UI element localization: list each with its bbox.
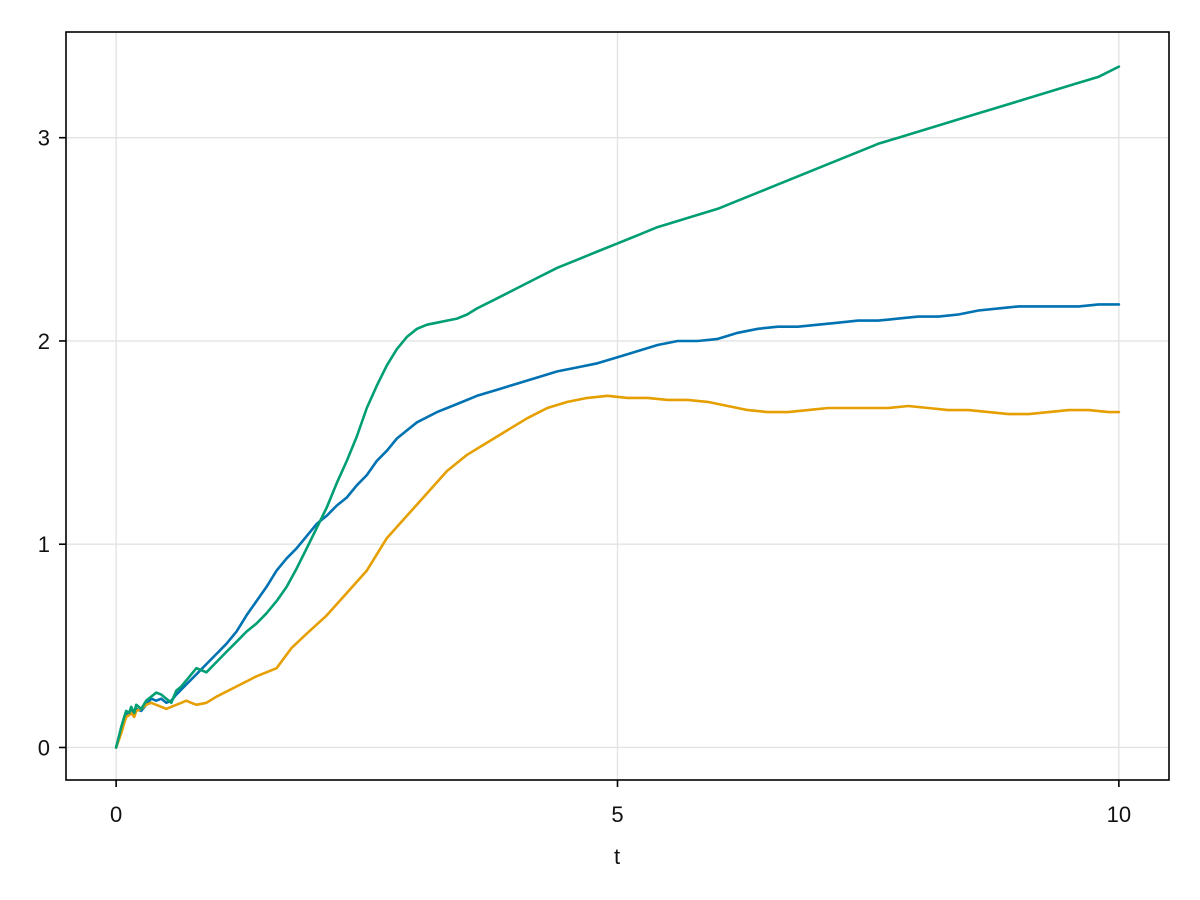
series-line-2: [114, 394, 1121, 749]
y-axis: 0 1 2 3: [38, 126, 66, 760]
x-tick-label: 10: [1107, 802, 1131, 827]
x-axis-label: t: [614, 844, 620, 869]
series-layer: [114, 65, 1121, 749]
x-tick-label: 5: [611, 802, 623, 827]
grid: [66, 32, 1169, 780]
x-tick-label: 0: [110, 802, 122, 827]
y-tick-label: 0: [38, 735, 50, 760]
series-line-1: [114, 303, 1121, 749]
y-tick-label: 1: [38, 532, 50, 557]
x-axis: 0 5 10: [110, 780, 1131, 827]
series-line-3: [114, 65, 1121, 749]
y-tick-label: 3: [38, 126, 50, 151]
y-tick-label: 2: [38, 329, 50, 354]
